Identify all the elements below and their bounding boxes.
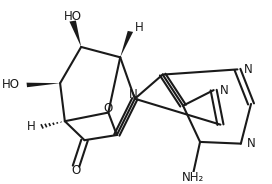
Text: HO: HO bbox=[2, 78, 20, 91]
Polygon shape bbox=[27, 83, 60, 87]
Text: HO: HO bbox=[64, 10, 82, 23]
Text: NH₂: NH₂ bbox=[182, 171, 204, 184]
Text: N: N bbox=[243, 63, 252, 76]
Text: O: O bbox=[104, 102, 113, 115]
Text: N: N bbox=[247, 137, 256, 150]
Polygon shape bbox=[69, 21, 81, 47]
Text: N: N bbox=[220, 84, 228, 97]
Text: O: O bbox=[72, 164, 81, 177]
Polygon shape bbox=[120, 31, 133, 57]
Text: H: H bbox=[27, 120, 36, 133]
Text: H: H bbox=[135, 21, 143, 34]
Text: N: N bbox=[129, 89, 138, 101]
